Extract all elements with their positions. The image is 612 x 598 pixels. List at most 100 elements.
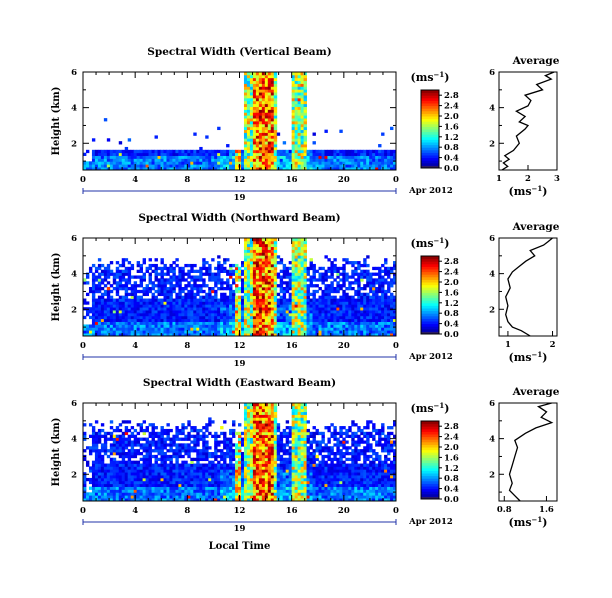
heatmap-cell (303, 118, 307, 122)
heatmap-cell (160, 426, 164, 430)
heatmap-cell (390, 324, 394, 328)
heatmap-cell (145, 495, 149, 499)
heatmap-cell (166, 466, 170, 470)
heatmap-cell (291, 292, 296, 297)
heatmap-cell (214, 281, 218, 285)
heatmap-cell (193, 477, 197, 482)
heatmap-cell (249, 238, 254, 242)
heatmap-cell (294, 72, 299, 76)
colorbar-tick-label: 1.2 (444, 299, 459, 309)
heatmap-cell (103, 495, 108, 499)
heatmap-cell (318, 158, 322, 162)
heatmap-cell (130, 318, 135, 322)
heatmap-cell (261, 304, 266, 308)
heatmap-cell (211, 158, 215, 162)
heatmap-cell (249, 167, 254, 171)
heatmap-cell (103, 298, 108, 302)
heatmap-cell (211, 164, 215, 168)
heatmap-cell (139, 295, 144, 299)
heatmap-cell (208, 446, 212, 450)
heatmap-cell (270, 129, 275, 133)
heatmap-cell (136, 152, 141, 156)
heatmap-cell (229, 304, 233, 308)
heatmap-cell (261, 135, 266, 139)
heatmap-cell (160, 321, 164, 325)
heatmap-cell (360, 272, 364, 276)
heatmap-cell (226, 477, 230, 482)
heatmap-cell (97, 324, 102, 328)
heatmap-cell (282, 164, 287, 168)
heatmap-cell (115, 324, 120, 328)
heatmap-cell (220, 152, 224, 156)
heatmap-cell (124, 330, 129, 334)
heatmap-cell (109, 443, 114, 447)
heatmap-cell (202, 278, 206, 282)
heatmap-cell (142, 321, 146, 325)
heatmap-cell (202, 158, 206, 162)
heatmap-cell (103, 452, 108, 456)
heatmap-cell (261, 315, 266, 320)
heatmap-cell (214, 292, 218, 297)
heatmap-cell (178, 483, 182, 487)
heatmap-cell (390, 312, 394, 317)
heatmap-cell (136, 289, 141, 294)
heatmap-cell (112, 324, 117, 328)
heatmap-cell (112, 281, 117, 285)
heatmap-cell (145, 457, 149, 462)
heatmap-cell (94, 167, 99, 171)
heatmap-cell (109, 324, 114, 328)
heatmap-cell (294, 100, 299, 105)
heatmap-cell (160, 275, 164, 279)
heatmap-cell (345, 161, 349, 165)
heatmap-cell (345, 330, 349, 334)
heatmap-cell (378, 330, 382, 334)
heatmap-cell (246, 261, 251, 265)
heatmap-cell (366, 161, 370, 165)
heatmap-cell (279, 312, 284, 317)
heatmap-cell (208, 423, 212, 427)
heatmap-cell (166, 164, 170, 168)
heatmap-cell (217, 158, 221, 162)
heatmap-cell (145, 426, 149, 430)
heatmap-cell (196, 463, 200, 467)
heatmap-cell (246, 301, 251, 305)
heatmap-cell (246, 310, 251, 314)
heatmap-cell (133, 292, 138, 297)
heatmap-cell (276, 324, 281, 328)
heatmap-cell (142, 298, 146, 302)
heatmap-cell (199, 437, 203, 441)
heatmap-cell (172, 289, 176, 294)
heatmap-cell (258, 95, 263, 99)
heatmap-cell (130, 327, 135, 331)
heatmap-cell (217, 167, 221, 171)
heatmap-cell (226, 443, 230, 447)
x-tick-label: 8 (184, 341, 190, 351)
heatmap-cell (336, 330, 340, 334)
heatmap-cell (238, 287, 242, 291)
heatmap-cell (294, 333, 299, 337)
heatmap-cell (130, 301, 135, 305)
heatmap-cell (291, 263, 296, 268)
heatmap-cell (211, 420, 215, 424)
heatmap-cell (306, 292, 310, 297)
heatmap-cell (351, 152, 355, 156)
heatmap-cell (220, 269, 224, 273)
heatmap-cell (172, 437, 176, 441)
heatmap-cell (229, 272, 233, 276)
heatmap-cell (351, 324, 355, 328)
y-tick-label: 4 (71, 270, 77, 280)
heatmap-cell (157, 278, 161, 282)
x-tick-label: 12 (234, 341, 246, 351)
heatmap-cell (345, 149, 349, 154)
heatmap-cell (246, 252, 251, 256)
heatmap-cell (109, 321, 114, 325)
heatmap-cell (252, 255, 257, 259)
heatmap-cell (294, 135, 299, 139)
heatmap-cell (255, 301, 260, 305)
heatmap-cell (151, 489, 155, 493)
heatmap-cell (175, 437, 179, 441)
heatmap-cell (261, 272, 266, 276)
heatmap-cell (133, 149, 138, 154)
heatmap-cell (303, 266, 307, 271)
heatmap-cell (211, 492, 215, 496)
